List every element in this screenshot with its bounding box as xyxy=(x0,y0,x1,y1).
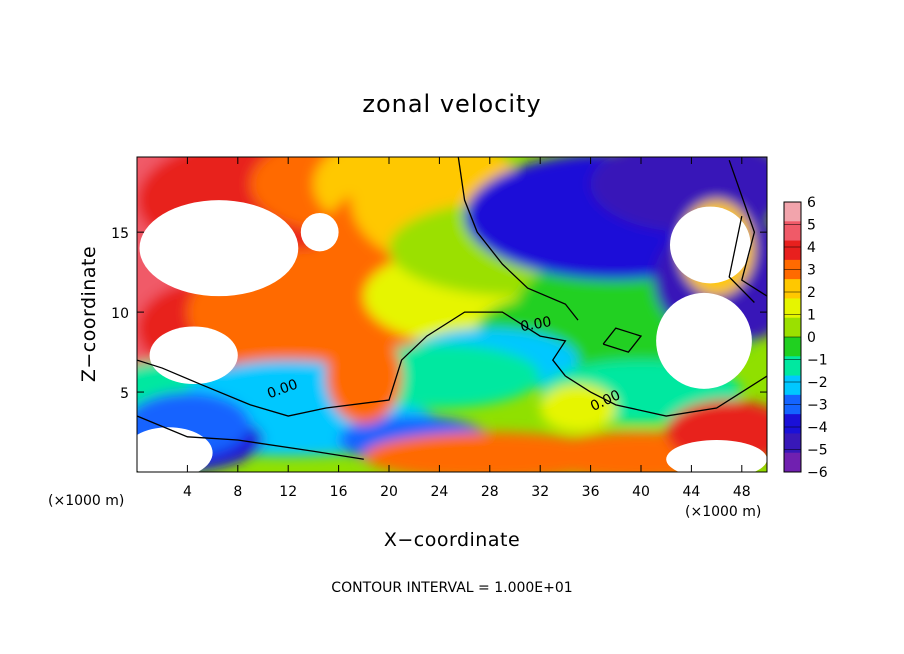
colorbar-swatch xyxy=(784,414,801,434)
x-tick-label: 12 xyxy=(279,484,297,500)
zero-contour xyxy=(728,216,755,303)
y-axis-label: Z−coordinate xyxy=(78,246,100,382)
colorbar-label: 3 xyxy=(807,263,816,279)
y-tick-label: 15 xyxy=(111,226,129,242)
zero-contour xyxy=(565,375,767,417)
colorbar-label: −2 xyxy=(807,375,828,391)
zero-contour xyxy=(457,157,579,321)
x-tick-label: 28 xyxy=(481,484,499,500)
x-tick-label: 36 xyxy=(582,484,600,500)
colorbar-swatch xyxy=(784,433,801,454)
out-of-range-region xyxy=(300,212,339,252)
zero-contour xyxy=(137,311,567,417)
colorbar-swatch xyxy=(784,375,801,396)
field-region xyxy=(326,328,402,425)
x-tick-label: 44 xyxy=(682,484,700,500)
out-of-range-region xyxy=(149,326,238,385)
chart-title: zonal velocity xyxy=(362,90,541,118)
colorbar-label: −5 xyxy=(807,443,828,459)
out-of-range-region xyxy=(666,440,767,472)
x-tick-label: 4 xyxy=(183,484,192,500)
colorbar-label: 1 xyxy=(807,308,816,324)
colorbar-label: 6 xyxy=(807,195,816,211)
x-tick-label: 8 xyxy=(233,484,242,500)
x-units-right: (×1000 m) xyxy=(685,504,761,520)
colorbar-swatch xyxy=(784,452,801,473)
colorbar-swatch xyxy=(784,356,801,377)
out-of-range-region xyxy=(137,427,213,472)
colorbar-label: −4 xyxy=(807,420,828,436)
colorbar-swatch xyxy=(784,279,801,299)
colorbar-label: −1 xyxy=(807,353,828,369)
x-axis-label: X−coordinate xyxy=(384,529,520,551)
colorbar-label: 5 xyxy=(807,218,816,234)
x-units-left: (×1000 m) xyxy=(48,493,124,509)
axis-ticks xyxy=(137,157,767,472)
colorbar-label: −6 xyxy=(807,465,828,481)
y-tick-label: 10 xyxy=(111,306,129,322)
out-of-range-region xyxy=(139,200,299,297)
x-tick-label: 40 xyxy=(632,484,650,500)
colorbar-swatch xyxy=(784,317,801,338)
y-tick-label: 5 xyxy=(120,386,129,402)
x-tick-label: 16 xyxy=(330,484,348,500)
field-region xyxy=(540,384,616,433)
colorbar-swatch xyxy=(784,298,801,319)
colorbar-swatch xyxy=(784,221,801,242)
colorbar-swatch xyxy=(784,240,801,261)
x-tick-label: 48 xyxy=(733,484,751,500)
colorbar-swatch xyxy=(784,337,801,357)
out-of-range-region xyxy=(669,206,751,284)
velocity-field xyxy=(137,157,767,472)
zero-contour xyxy=(728,159,767,297)
colorbar-label: 2 xyxy=(807,285,816,301)
colorbar-swatch xyxy=(784,202,801,222)
colorbar-label: 4 xyxy=(807,240,816,256)
colorbar-label: −3 xyxy=(807,398,828,414)
zero-contour xyxy=(602,327,643,353)
x-tick-label: 24 xyxy=(430,484,448,500)
colorbar: 6 5 4 3 2 1 0 −1 −2 −3 −4 −5 −6 xyxy=(783,195,828,481)
contour-label: 0.00 xyxy=(519,314,552,335)
plot-frame xyxy=(136,156,768,473)
zero-contour xyxy=(137,415,364,460)
out-of-range-region xyxy=(656,292,752,389)
x-tick-label: 32 xyxy=(531,484,549,500)
colorbar-label: 0 xyxy=(807,330,816,346)
x-tick-label: 20 xyxy=(380,484,398,500)
contour-interval-note: CONTOUR INTERVAL = 1.000E+01 xyxy=(331,580,572,596)
